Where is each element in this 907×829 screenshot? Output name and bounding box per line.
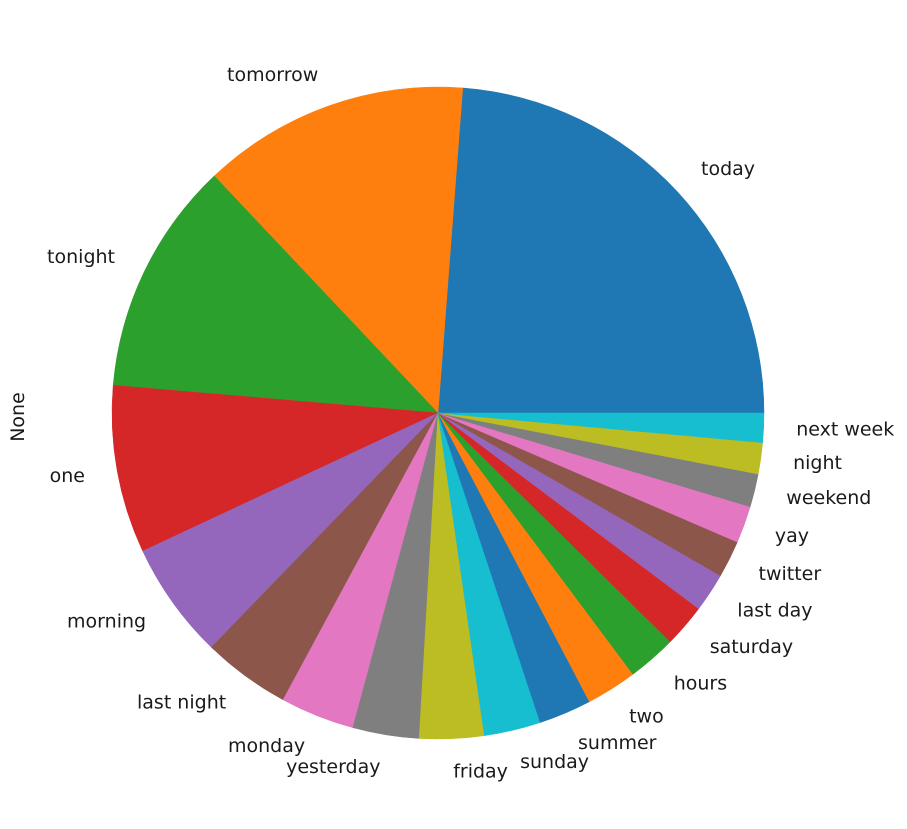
slice-label-weekend: weekend xyxy=(786,487,871,509)
pie-slice-next-week xyxy=(437,412,765,443)
slice-label-tonight: tonight xyxy=(47,246,115,268)
slice-label-hours: hours xyxy=(674,672,727,694)
slice-label-yay: yay xyxy=(775,525,809,547)
slice-label-two: two xyxy=(629,705,664,727)
slice-label-morning: morning xyxy=(67,610,146,632)
slice-label-friday: friday xyxy=(453,760,508,782)
pie-slice-one xyxy=(111,385,439,552)
pie-slice-tomorrow xyxy=(213,86,464,414)
slice-label-night: night xyxy=(793,452,842,474)
pie-slice-today xyxy=(437,87,765,414)
slice-label-one: one xyxy=(50,465,85,487)
pie-slices xyxy=(111,86,765,740)
slice-label-twitter: twitter xyxy=(759,563,822,585)
slice-label-summer: summer xyxy=(578,732,657,754)
pie-labels: today tomorrow tonight one morning last night… xyxy=(47,64,894,782)
slice-label-last-night: last night xyxy=(137,691,226,713)
slice-label-saturday: saturday xyxy=(710,636,793,658)
slice-label-sunday: sunday xyxy=(520,751,589,773)
slice-label-monday: monday xyxy=(228,735,305,757)
slice-label-next-week: next week xyxy=(796,418,894,440)
slice-label-yesterday: yesterday xyxy=(286,756,380,778)
slice-label-tomorrow: tomorrow xyxy=(227,64,318,86)
slice-label-last-day: last day xyxy=(737,600,812,622)
y-axis-label: None xyxy=(7,392,29,442)
slice-label-today: today xyxy=(701,158,755,180)
pie-slice-tonight xyxy=(112,175,439,414)
